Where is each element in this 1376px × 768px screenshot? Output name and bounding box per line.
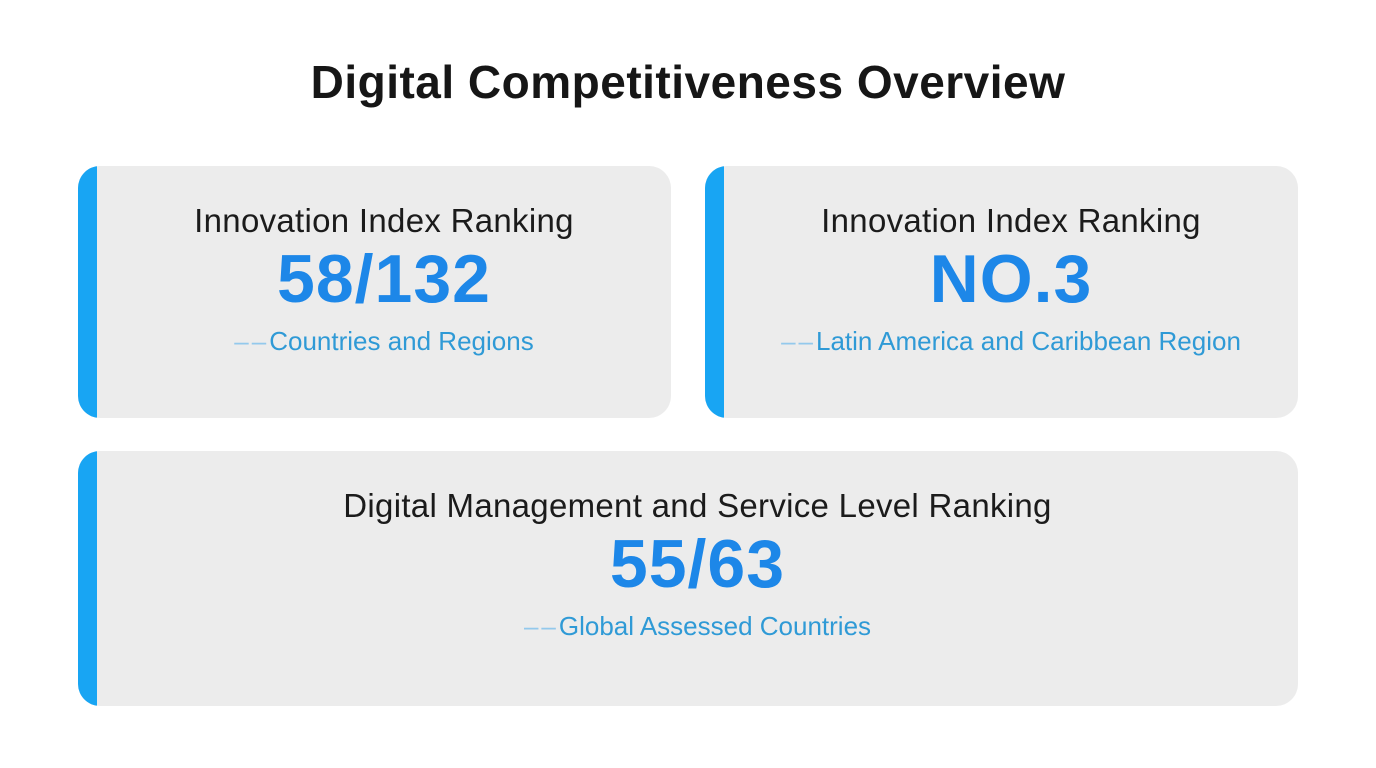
card-body: Innovation Index Ranking NO.3 ––Latin Am… [705,166,1298,418]
card-accent-bar [78,450,97,706]
stat-value: 55/63 [609,525,786,602]
card-accent-bar [705,165,724,418]
caption-text: Latin America and Caribbean Region [815,326,1241,357]
caption-dash: –– [523,611,559,642]
caption-dash: –– [234,326,270,357]
stat-caption: ––Global Assessed Countries [524,612,871,641]
stat-value: NO.3 [929,240,1093,317]
stat-caption: ––Countries and Regions [234,327,533,356]
stat-card-innovation-region: Innovation Index Ranking NO.3 ––Latin Am… [705,165,1298,418]
caption-dash: –– [781,326,816,357]
card-body: Digital Management and Service Level Ran… [78,451,1298,706]
stats-row-top: Innovation Index Ranking 58/132 ––Countr… [78,165,1298,418]
slide: Digital Competitiveness Overview Innovat… [0,56,1376,768]
caption-text: Countries and Regions [269,326,534,357]
stat-label: Innovation Index Ranking [194,201,574,239]
stat-value: 58/132 [277,240,491,317]
page-title: Digital Competitiveness Overview [310,56,1066,108]
stat-caption: ––Latin America and Caribbean Region [781,327,1241,356]
caption-text: Global Assessed Countries [558,611,872,642]
stat-label: Innovation Index Ranking [821,201,1201,239]
stat-card-digital-management: Digital Management and Service Level Ran… [78,450,1298,706]
card-accent-bar [78,165,97,418]
stat-label: Digital Management and Service Level Ran… [343,486,1052,524]
stat-card-innovation-global: Innovation Index Ranking 58/132 ––Countr… [78,165,671,418]
card-body: Innovation Index Ranking 58/132 ––Countr… [78,166,671,418]
